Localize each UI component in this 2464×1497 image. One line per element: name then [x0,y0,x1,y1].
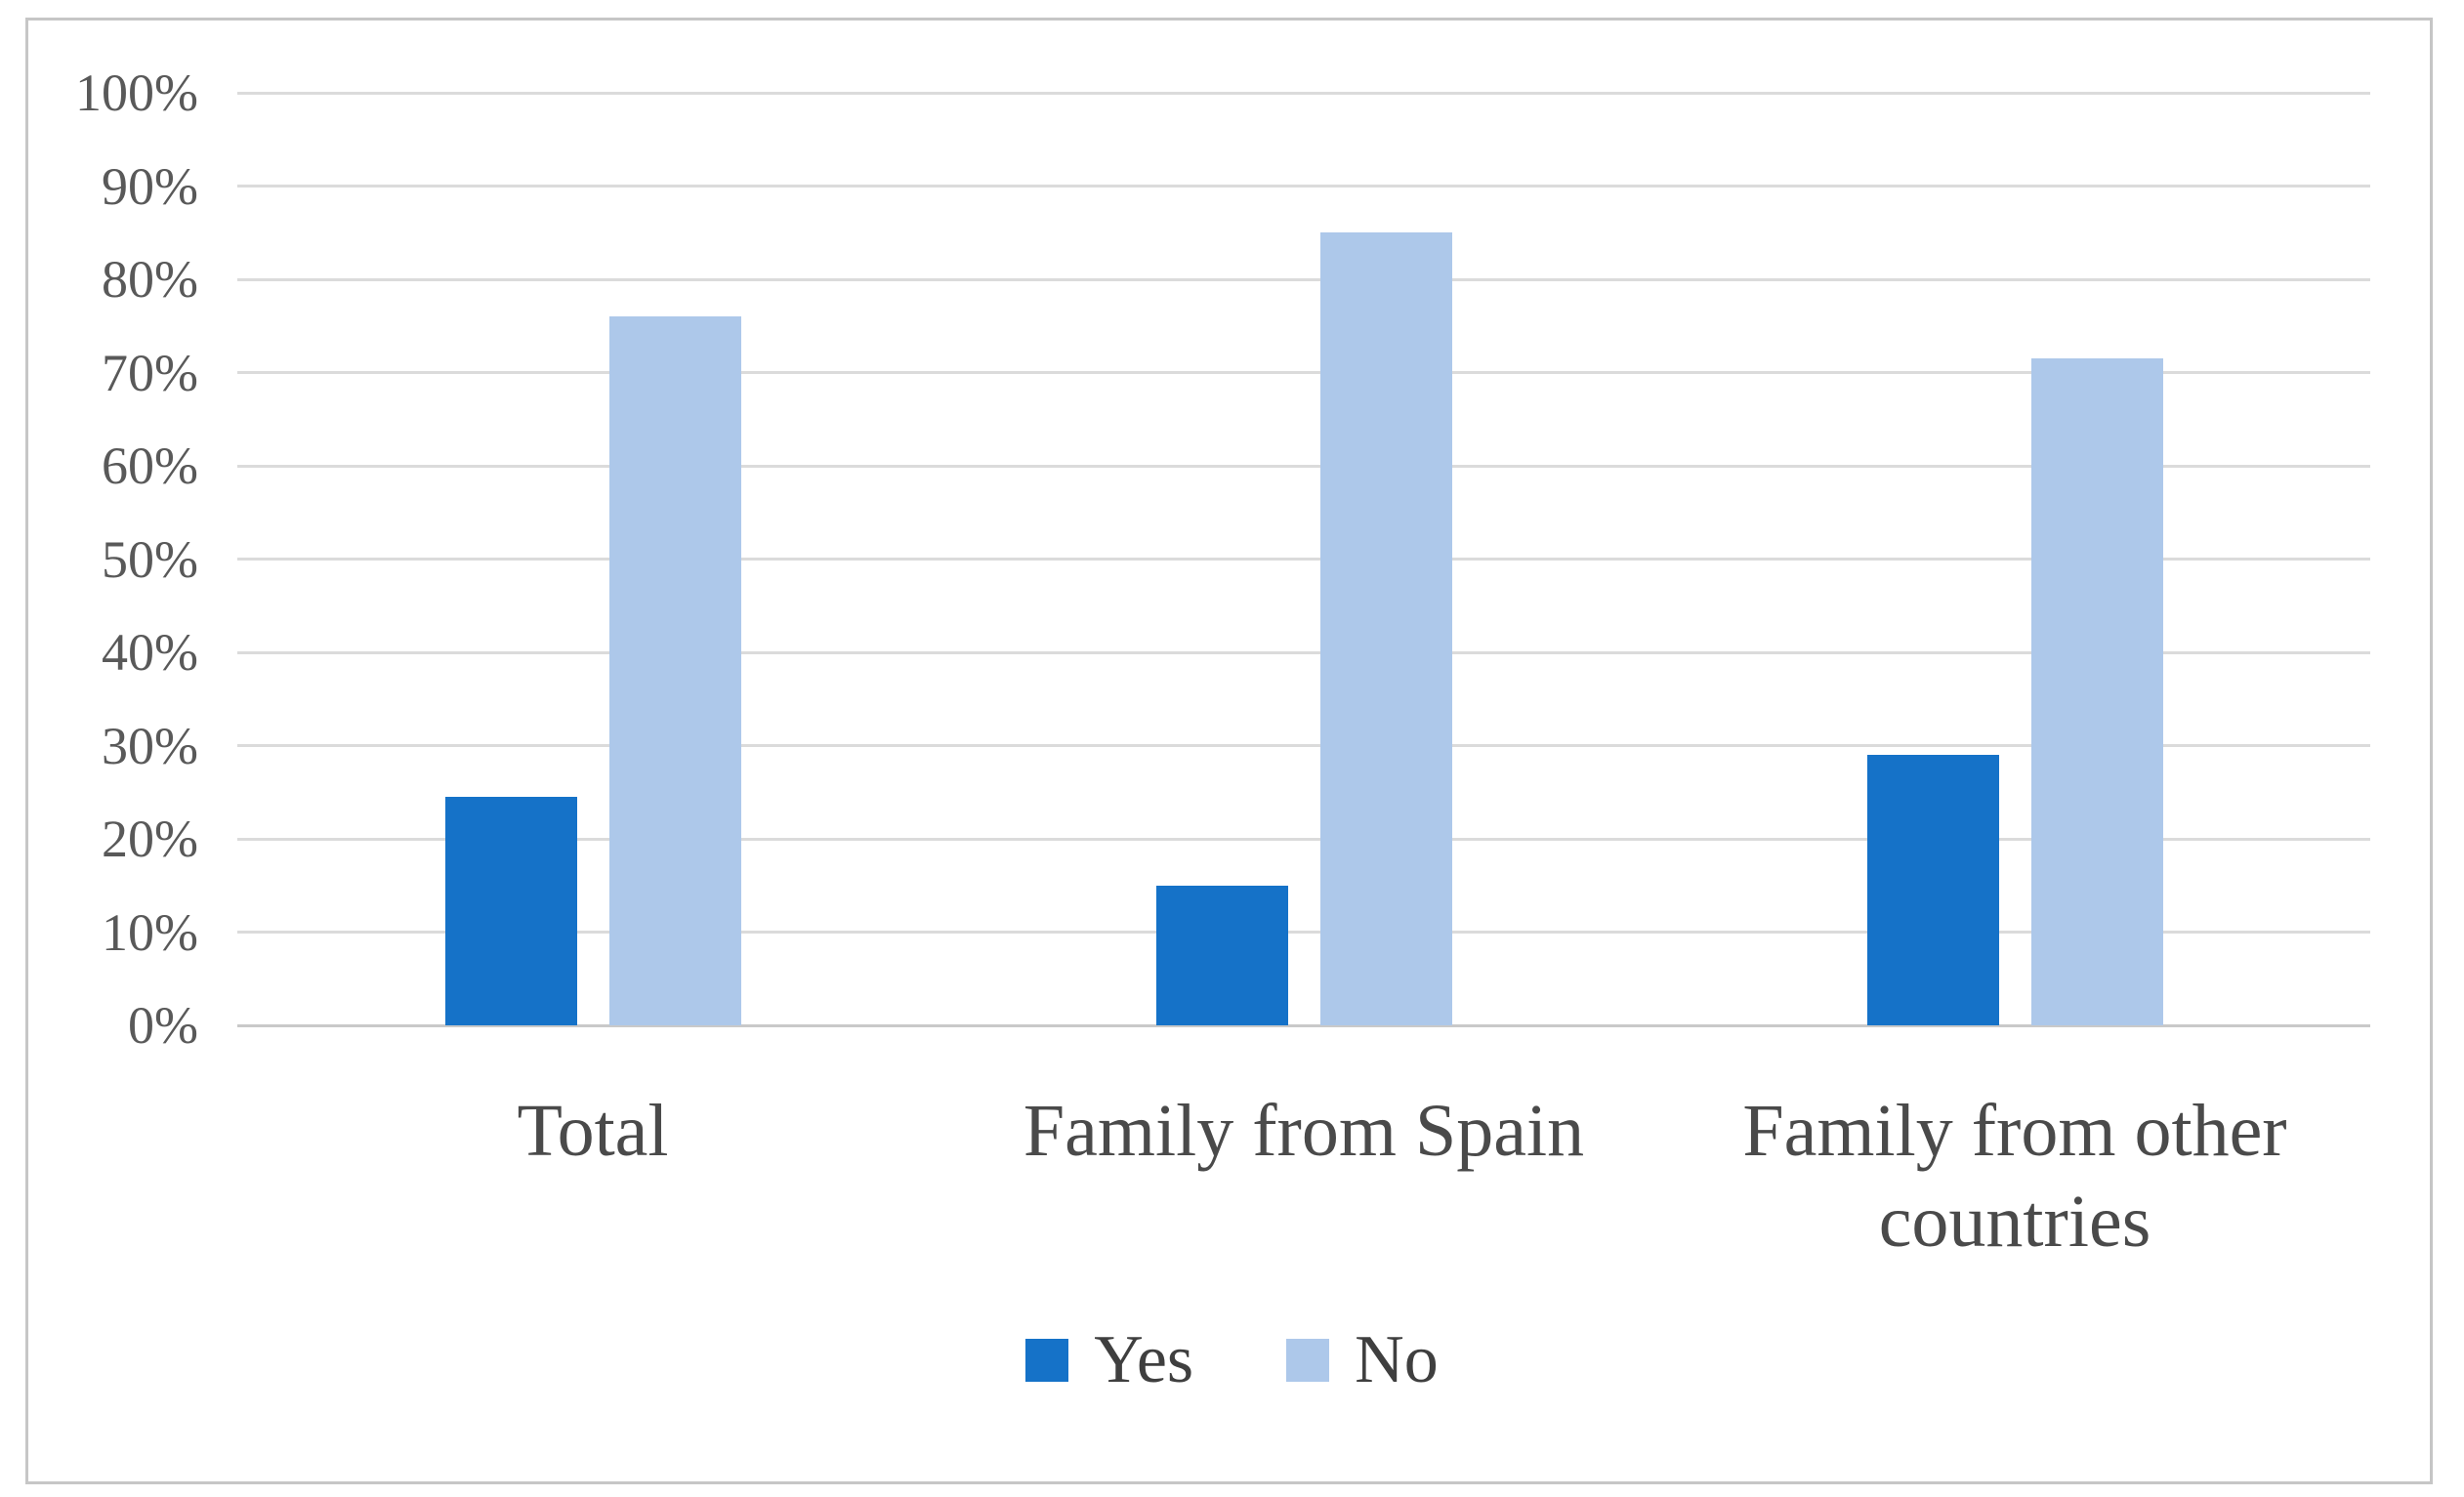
gridline [237,744,2370,747]
gridline [237,650,2370,654]
x-axis-category-label: Family from Spain [1023,1090,1585,1172]
y-axis-tick-label: 30% [102,716,198,775]
bar-yes-3 [1866,755,1999,1025]
y-axis-tick-label: 50% [102,529,198,589]
legend-label-no: No [1355,1322,1439,1397]
y-axis-tick-label: 90% [102,156,198,216]
bar-no-3 [2030,358,2163,1025]
bar-no-1 [608,316,741,1025]
legend-swatch-no [1286,1339,1330,1382]
legend-item-no: No [1286,1326,1439,1394]
bar-yes-2 [1155,885,1288,1025]
y-axis-tick-label: 0% [128,996,198,1055]
gridline [237,371,2370,374]
y-axis-tick-label: 60% [102,437,198,495]
legend-item-yes: Yes [1025,1326,1193,1394]
gridline [237,558,2370,561]
plot-area [237,91,2370,1027]
legend-label-yes: Yes [1094,1322,1194,1397]
y-axis-tick-label: 70% [102,343,198,402]
legend: Yes No [0,1326,2464,1394]
gridline [237,837,2370,841]
y-axis-tick-label: 20% [102,810,198,868]
gridline [237,185,2370,187]
gridline [237,277,2370,281]
gridline [237,931,2370,934]
bar-yes-1 [444,797,577,1025]
y-axis-tick-label: 80% [102,250,198,309]
y-axis-tick-label: 100% [75,63,198,122]
x-axis-category-label: Total [517,1090,669,1172]
x-axis-line [237,1023,2370,1027]
y-axis-tick-label: 10% [102,902,198,962]
legend-swatch-yes [1025,1339,1069,1382]
x-axis-category-label: Family from other countries [1742,1090,2287,1263]
y-axis-tick-label: 40% [102,623,198,682]
gridline [237,91,2370,95]
bar-no-2 [1319,232,1452,1025]
gridline [237,464,2370,468]
